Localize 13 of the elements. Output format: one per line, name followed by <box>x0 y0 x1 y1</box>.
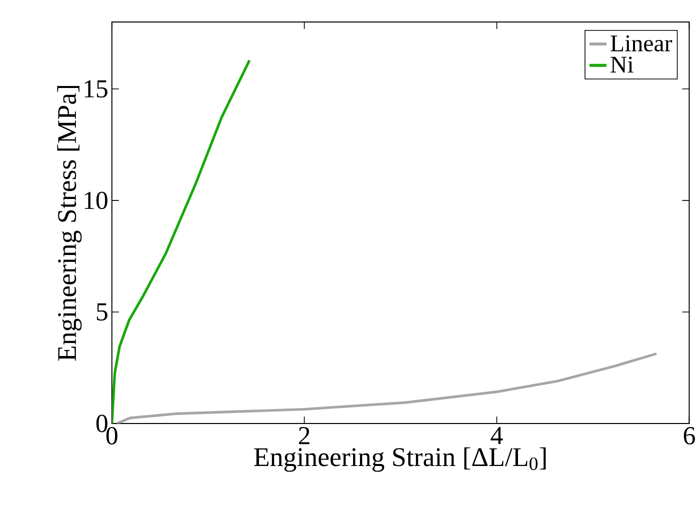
y-tick-label: 5 <box>96 303 108 320</box>
legend-label: Ni <box>610 56 634 72</box>
y-tick-label: 10 <box>84 192 108 209</box>
line-series <box>115 352 658 424</box>
legend-label: Linear <box>610 35 672 52</box>
y-tick-label: 0 <box>96 414 108 432</box>
x-axis-title: Engineering Strain [ΔL/L$_{0}$] <box>254 447 546 472</box>
line-series <box>112 58 251 424</box>
x-tick-label: 2 <box>298 426 310 444</box>
y-tick-label: 15 <box>84 80 108 98</box>
y-axis-title: Engineering Stress [MPa] <box>57 86 82 361</box>
x-tick-label: 6 <box>684 426 695 444</box>
x-tick-label: 4 <box>490 426 503 444</box>
